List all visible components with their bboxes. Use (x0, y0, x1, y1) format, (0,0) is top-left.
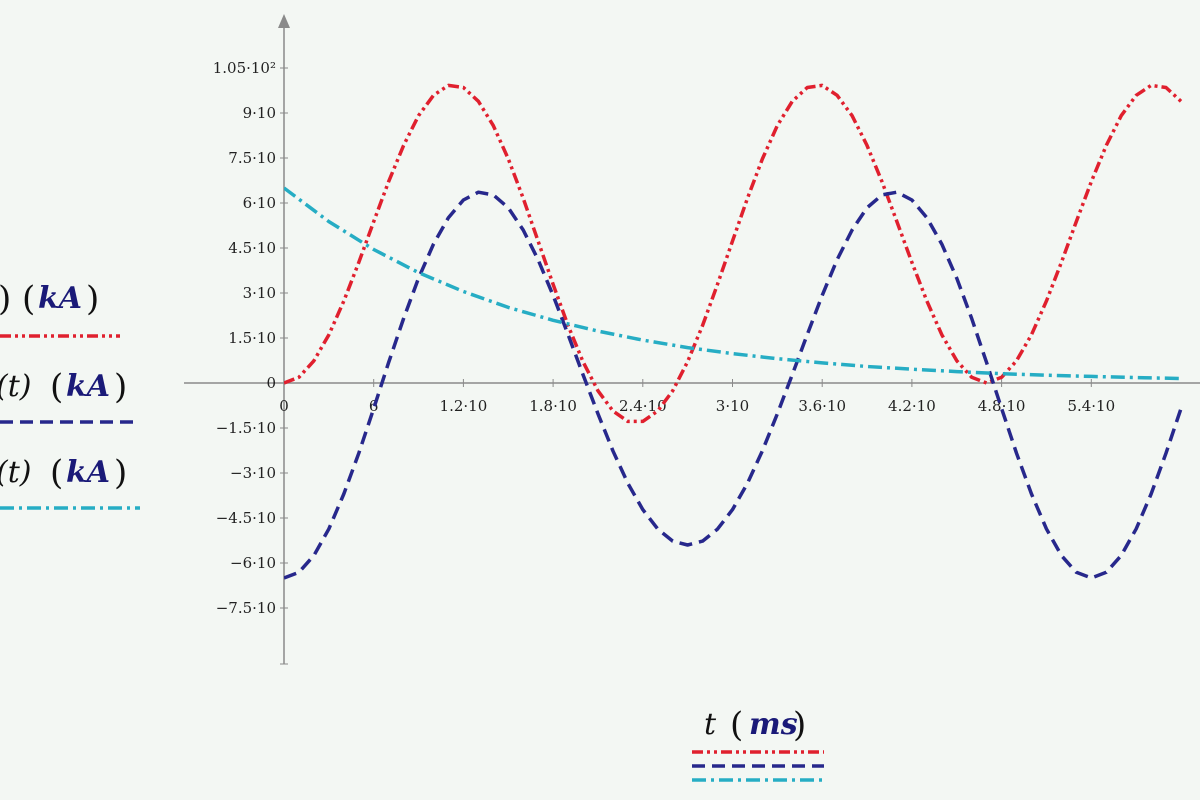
y-tick-label: 6·10 (243, 194, 276, 212)
legend-2-close-paren: ) (114, 367, 127, 407)
legend-3-unit: kA (66, 455, 110, 490)
y-tick-label: 7.5·10 (228, 149, 276, 167)
y-tick-label: 1.5·10 (228, 329, 276, 347)
legend-2-unit: kA (66, 369, 110, 404)
y-ticks: 1.05·10²9·107.5·106·104.5·103·101.5·100−… (213, 59, 288, 665)
series-line-2 (284, 190, 1183, 580)
legend-2-open-paren: ( (50, 367, 63, 407)
legend-2-label: (t) (0, 369, 31, 404)
y-tick-label: −1.5·10 (216, 419, 276, 437)
axes (184, 14, 1200, 664)
legend-entry-2: (t) ( kA ) (0, 367, 140, 424)
series-line-3 (284, 186, 1182, 381)
x-tick-label: 2.4·10 (619, 397, 667, 415)
legend: ) ( kA ) (t) ( kA ) (t) ( kA ) (0, 279, 140, 510)
legend-entry-3: (t) ( kA ) (0, 453, 140, 510)
y-axis-arrow-icon (278, 14, 290, 28)
series-line-1 (284, 83, 1183, 424)
series-layer (284, 83, 1183, 580)
x-axis-close-paren: ) (793, 705, 806, 745)
legend-1-open-paren: ( (22, 279, 35, 319)
legend-3-label: (t) (0, 455, 31, 490)
x-tick-label: 5.4·10 (1067, 397, 1115, 415)
x-tick-label: 4.8·10 (978, 397, 1026, 415)
legend-3-close-paren: ) (114, 453, 127, 493)
x-tick-label: 1.8·10 (529, 397, 577, 415)
y-tick-label: 0 (266, 374, 276, 392)
y-tick-label: −4.5·10 (216, 509, 276, 527)
x-axis-var: t (704, 707, 717, 742)
legend-entry-1: ) ( kA ) (0, 279, 120, 338)
y-tick-label: 4.5·10 (228, 239, 276, 257)
legend-3-open-paren: ( (50, 453, 63, 493)
x-tick-label: 4.2·10 (888, 397, 936, 415)
x-tick-label: 3.6·10 (798, 397, 846, 415)
x-tick-label: 1.2·10 (440, 397, 488, 415)
y-tick-label: 9·10 (243, 104, 276, 122)
legend-1-close-paren: ) (86, 279, 99, 319)
x-ticks: 0 6 1.2·10 1.8·10 2.4·10 3·10 3.6·10 4.2·10 4.8·… (279, 379, 1115, 415)
y-tick-label: 1.05·10² (213, 59, 276, 77)
y-tick-label: 3·10 (243, 284, 276, 302)
legend-1-label: ) (0, 279, 11, 319)
x-axis-open-paren: ( (730, 705, 743, 745)
x-tick-label: 6 (369, 397, 379, 415)
legend-1-unit: kA (38, 281, 82, 316)
y-tick-label: −6·10 (230, 554, 276, 572)
x-axis-unit: ms (749, 707, 798, 742)
x-tick-label: 3·10 (716, 397, 749, 415)
y-tick-label: −3·10 (230, 464, 276, 482)
y-tick-label: −7.5·10 (216, 599, 276, 617)
x-tick-label: 0 (279, 397, 289, 415)
x-axis-label: t ( ms ) (692, 705, 824, 782)
